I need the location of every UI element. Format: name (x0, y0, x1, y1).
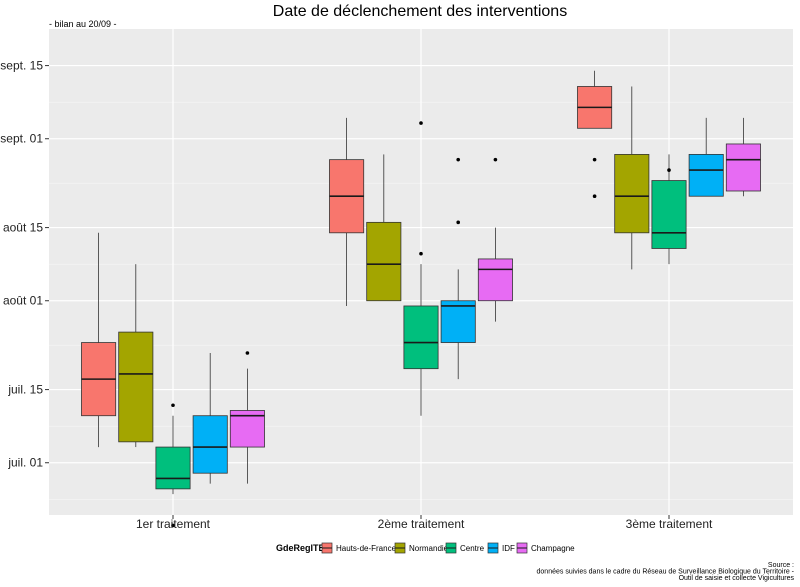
x-tick-label: 2ème traitement (378, 517, 465, 531)
caption-line: Source : (768, 562, 794, 569)
y-tick-label: juil. 15 (7, 383, 43, 397)
box-hauts-de-france-2 (329, 117, 365, 306)
legend-item: Normandie (394, 542, 449, 554)
box-body (118, 331, 154, 443)
box-body (651, 180, 687, 249)
outlier-point (592, 194, 597, 199)
legend-item: Hauts-de-France (321, 542, 397, 554)
outlier-point (592, 157, 597, 162)
outlier-point (171, 403, 175, 408)
caption-line: données suivies dans le cadre du Réseau … (537, 569, 795, 576)
box-idf-1 (192, 353, 228, 484)
caption-line: Outil de saisie et collecte Vigicultures (679, 575, 795, 582)
legend-label: Normandie (409, 544, 449, 553)
box-body (614, 154, 650, 234)
box-body (688, 154, 724, 197)
legend-item: Centre (445, 542, 485, 554)
box-body (477, 258, 513, 302)
box-champagne-2 (477, 157, 513, 322)
box-body (440, 300, 476, 343)
box-centre-1 (155, 403, 191, 528)
box-layer (81, 70, 761, 528)
legend-label: Centre (460, 544, 485, 553)
outlier-point (493, 157, 498, 162)
box-body (366, 221, 402, 302)
outlier-point (667, 168, 671, 172)
outlier-point (171, 523, 175, 528)
y-tick-label: sept. 15 (0, 59, 43, 73)
outlier-point (456, 157, 461, 162)
box-centre-2 (403, 121, 439, 416)
box-body (229, 410, 265, 448)
legend-label: Champagne (531, 544, 575, 553)
outlier-point (245, 351, 250, 355)
y-tick-label: août 01 (3, 294, 43, 308)
box-body (192, 415, 228, 474)
box-champagne-1 (229, 351, 265, 484)
y-tick-label: sept. 01 (0, 132, 43, 146)
y-tick-label: août 15 (3, 221, 43, 235)
chart-subtitle: - bilan au 20/09 - (49, 19, 117, 29)
x-tick-label: 3ème traitement (626, 517, 713, 531)
outlier-point (419, 121, 423, 125)
box-normandie-1 (118, 264, 154, 448)
box-centre-3 (651, 154, 687, 265)
box-hauts-de-france-3 (577, 70, 613, 199)
box-normandie-3 (614, 86, 650, 270)
box-champagne-3 (725, 117, 761, 197)
box-body (403, 305, 439, 370)
x-tick-label: 1er traitement (136, 517, 211, 531)
legend-label: Hauts-de-France (336, 544, 397, 553)
box-normandie-2 (366, 154, 402, 302)
axis-layer: juil. 01 juil. 15 août 01 août 15 sept. 01 se… (0, 59, 713, 531)
legend: GdeRegITB Hauts-de-France Normandie Centre I… (276, 542, 575, 554)
box-body (725, 143, 761, 192)
box-hauts-de-france-1 (81, 232, 117, 448)
legend-title: GdeRegITB (276, 543, 326, 553)
outlier-point (456, 220, 461, 225)
box-idf-2 (440, 157, 476, 380)
outlier-point (419, 251, 423, 256)
box-body (155, 446, 191, 490)
legend-label: IDF (502, 544, 515, 553)
box-idf-3 (688, 117, 724, 197)
y-tick-label: juil. 01 (7, 456, 43, 470)
chart-title: Date de déclenchement des interventions (273, 3, 567, 20)
legend-item: IDF (487, 542, 515, 554)
legend-item: Champagne (516, 542, 575, 554)
caption: Source :données suivies dans le cadre du… (537, 562, 795, 582)
